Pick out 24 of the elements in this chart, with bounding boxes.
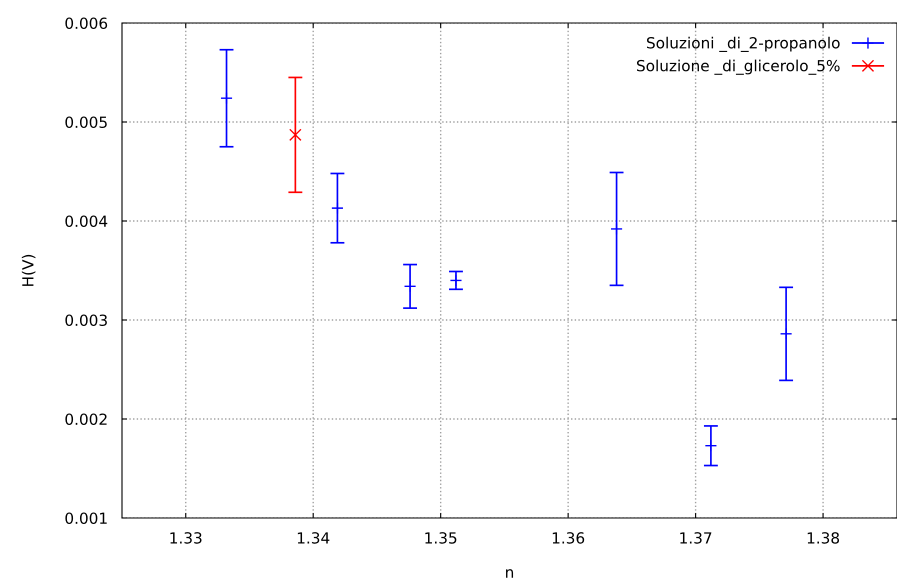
x-tick-label: 1.35 (425, 532, 456, 544)
x-tick-label: 1.38 (808, 532, 840, 544)
point (220, 92, 233, 104)
x-axis-title: n (506, 569, 514, 578)
legend-label: Soluzione _di_glicerolo_5% (636, 60, 840, 75)
point (289, 128, 302, 142)
x-tick-label: 1.37 (680, 532, 712, 544)
y-tick-label: 0.004 (65, 215, 108, 228)
legend-label: Soluzioni _di_2-propanolo (646, 36, 840, 52)
point (404, 280, 416, 293)
y-tick-label: 0.003 (65, 314, 107, 326)
x-tick-label: 1.36 (552, 532, 584, 544)
y-tick-label: 0.001 (65, 512, 107, 524)
y-tick-label: 0.005 (65, 116, 107, 128)
point (450, 274, 462, 287)
x-tick-label: 1.34 (298, 532, 330, 544)
y-tick-label: 0.006 (65, 17, 108, 30)
x-tick-label: 1.33 (170, 532, 202, 544)
point (610, 222, 623, 236)
point (780, 328, 792, 340)
point (331, 202, 344, 214)
point (704, 439, 718, 452)
y-axis-title: H(V) (22, 254, 36, 286)
y-tick-label: 0.002 (65, 413, 107, 426)
